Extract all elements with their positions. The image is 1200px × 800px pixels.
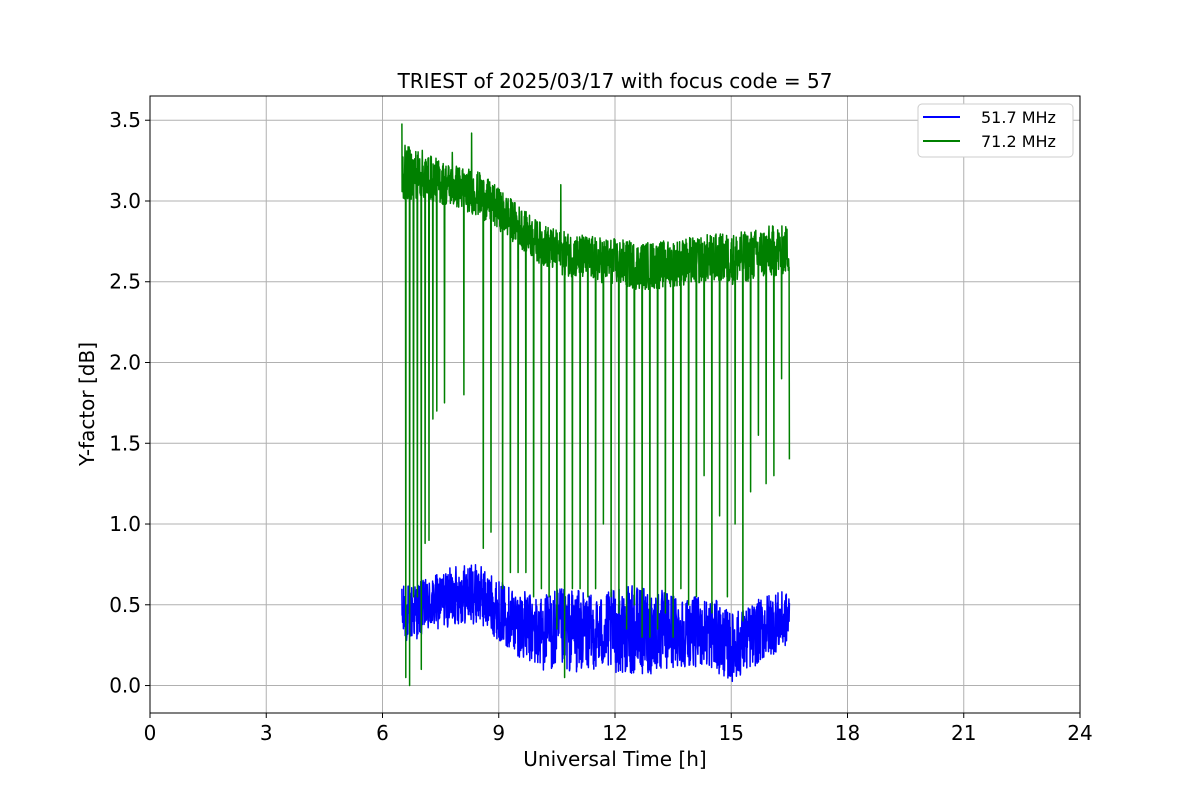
x-tick-label: 0 xyxy=(144,721,157,745)
legend: 51.7 MHz 71.2 MHz xyxy=(917,103,1074,158)
x-tick-label: 24 xyxy=(1067,721,1092,745)
series-line-0 xyxy=(401,564,791,683)
legend-label-51-7: 51.7 MHz xyxy=(981,108,1056,127)
y-axis-label: Y-factor [dB] xyxy=(75,342,99,467)
x-axis: 0 3 6 9 12 15 18 21 24 xyxy=(144,713,1093,745)
x-tick-label: 3 xyxy=(260,721,273,745)
y-tick-label: 1.5 xyxy=(109,431,141,455)
y-tick-label: 0.0 xyxy=(109,674,141,698)
y-tick-label: 3.0 xyxy=(109,189,141,213)
x-tick-label: 18 xyxy=(835,721,860,745)
series-line-1 xyxy=(401,123,791,687)
y-tick-label: 1.0 xyxy=(109,512,141,536)
series-layer xyxy=(401,123,791,687)
chart-title: TRIEST of 2025/03/17 with focus code = 5… xyxy=(397,69,833,93)
y-tick-label: 2.0 xyxy=(109,351,141,375)
y-tick-label: 3.5 xyxy=(109,108,141,132)
legend-label-71-2: 71.2 MHz xyxy=(981,132,1056,151)
x-tick-label: 12 xyxy=(602,721,627,745)
x-tick-label: 9 xyxy=(492,721,505,745)
y-tick-label: 2.5 xyxy=(109,270,141,294)
x-tick-label: 6 xyxy=(376,721,389,745)
x-tick-label: 21 xyxy=(951,721,976,745)
y-axis: 0.0 0.5 1.0 1.5 2.0 2.5 3.0 3.5 xyxy=(109,108,150,698)
x-axis-label: Universal Time [h] xyxy=(523,747,706,771)
y-tick-label: 0.5 xyxy=(109,593,141,617)
x-tick-label: 15 xyxy=(719,721,744,745)
